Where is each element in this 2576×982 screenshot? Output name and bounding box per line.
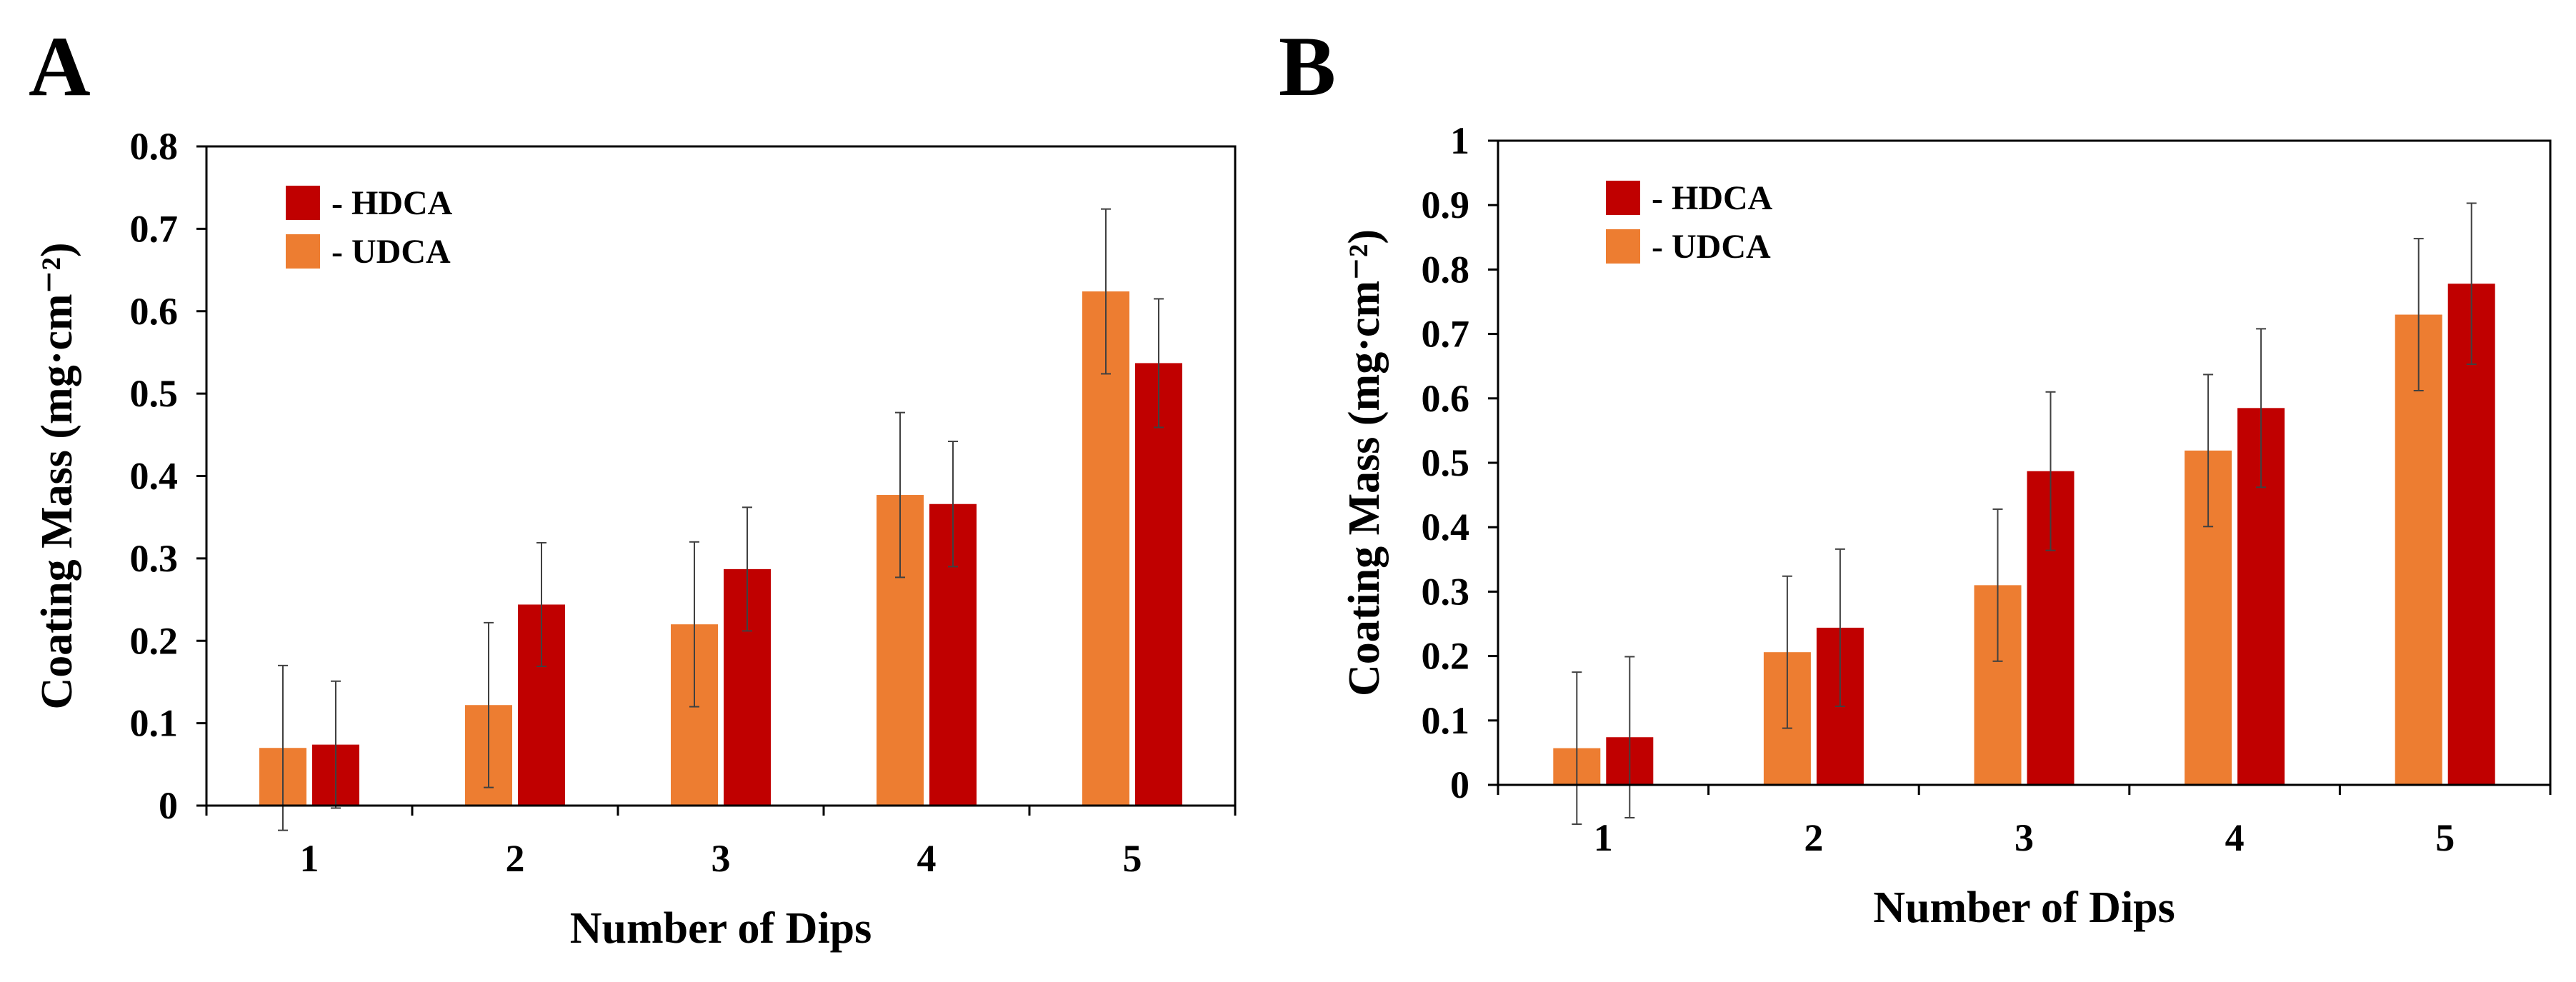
chart-b-ytick-label: 0 [1450,763,1469,806]
chart-a-ytick-label: 0.2 [130,619,179,662]
chart-b-legend-label-udca: - UDCA [1652,228,1771,266]
chart-a-xtick-label: 2 [506,837,525,880]
chart-b-ytick-label: 0.3 [1422,570,1470,613]
chart-b-panel-label: B [1279,19,1336,114]
chart-a-ytick-label: 0.1 [130,702,179,745]
chart-b-legend-swatch-udca [1606,229,1640,264]
chart-a-ytick-label: 0.6 [130,290,179,333]
chart-a-ytick-label: 0 [159,784,178,827]
chart-b-ytick-label: 0.7 [1422,313,1470,356]
chart-b-legend-label-hdca: - HDCA [1652,179,1773,217]
chart-b-ytick-label: 1 [1450,119,1469,162]
chart-a-legend-label-udca: - UDCA [331,233,451,271]
chart-a-y-axis-title: Coating Mass (mg·cm⁻²) [33,243,81,710]
chart-b-xtick-label: 5 [2435,816,2455,859]
chart-b-bar-udca-5 [2395,314,2442,785]
chart-a-legend-label-hdca: - HDCA [331,184,453,222]
chart-a-ytick-label: 0.7 [130,207,179,250]
chart-a-ytick-label: 0.4 [130,455,179,498]
chart-a-ytick-label: 0.3 [130,537,179,580]
chart-b-ytick-label: 0.9 [1422,184,1470,226]
chart-b-ytick-label: 0.2 [1422,635,1470,678]
chart-b-xtick-label: 4 [2225,816,2245,859]
chart-a-ytick-label: 0.5 [130,372,179,415]
chart-b-legend-swatch-hdca [1606,181,1640,215]
chart-a-xtick-label: 5 [1123,837,1142,880]
chart-b-ytick-label: 0.8 [1422,248,1470,291]
chart-a-bar-udca-5 [1082,291,1129,806]
chart-a-panel-label: A [29,19,91,114]
chart-a-x-axis-title: Number of Dips [570,904,872,953]
chart-b-xtick-label: 1 [1594,816,1613,859]
chart-b-ytick-label: 0.1 [1422,699,1470,742]
chart-a-xtick-label: 4 [917,837,937,880]
chart-b-y-axis-title: Coating Mass (mg·cm⁻²) [1340,229,1389,696]
chart-b-ytick-label: 0.4 [1422,506,1470,548]
chart-b-ytick-label: 0.6 [1422,377,1470,420]
chart-b-x-axis-title: Number of Dips [1873,883,2175,932]
chart-b-xtick-label: 2 [1804,816,1823,859]
chart-a-legend-swatch-hdca [286,186,320,220]
chart-a-ytick-label: 0.8 [130,125,179,168]
chart-a-bar-hdca-5 [1135,363,1182,806]
chart-a-xtick-label: 1 [300,837,319,880]
chart-b-xtick-label: 3 [2015,816,2034,859]
chart-b-bar-hdca-5 [2447,284,2495,785]
chart-a-legend-swatch-udca [286,234,320,269]
chart-a-xtick-label: 3 [712,837,731,880]
chart-b-ytick-label: 0.5 [1422,441,1470,484]
